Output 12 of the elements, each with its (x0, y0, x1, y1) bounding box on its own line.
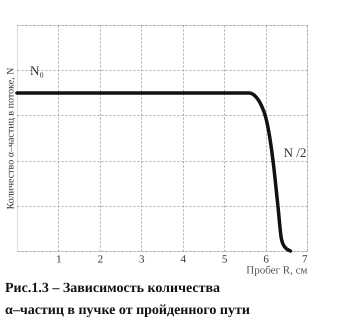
x-tick-label: 3 (139, 254, 146, 266)
annotation: N /2 (284, 144, 306, 160)
x-tick-label: 7 (302, 254, 308, 266)
text: Рис.1.3 – Зависимость количества α–частиц в пучке от пройденного пути (5, 281, 250, 318)
y-axis-title: Количество α–частиц в потоке, N (6, 68, 16, 210)
text: N₀ (30, 62, 44, 78)
x-tick-label: 1 (56, 254, 62, 266)
x-tick-label: 2 (98, 254, 104, 266)
x-tick-label: 5 (222, 254, 228, 266)
x-tick-label: 6 (263, 254, 270, 266)
x-axis-title: Пробег R, см (246, 264, 308, 276)
x-tick-label: 4 (180, 254, 186, 266)
